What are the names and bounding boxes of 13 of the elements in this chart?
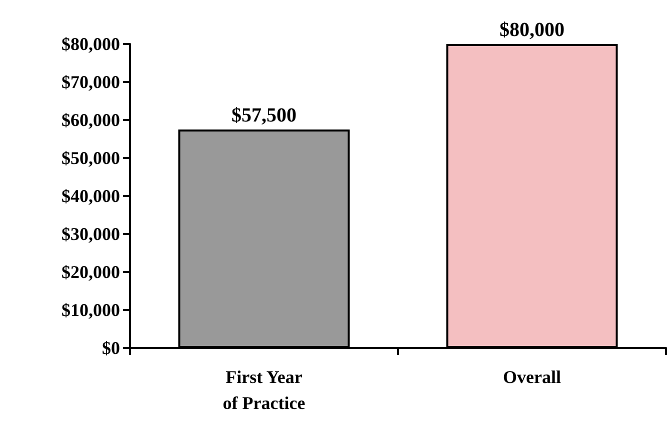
y-tick-label: $10,000 (62, 300, 120, 320)
y-tick-label: $60,000 (62, 110, 120, 130)
y-tick-label: $0 (102, 338, 120, 358)
x-tick-label: Overall (503, 367, 561, 387)
y-tick-label: $20,000 (62, 262, 120, 282)
y-tick-label: $80,000 (62, 34, 120, 54)
y-tick-label: $50,000 (62, 148, 120, 168)
y-tick-label: $30,000 (62, 224, 120, 244)
data-label: $80,000 (500, 19, 564, 41)
y-tick-label: $40,000 (62, 186, 120, 206)
data-label: $57,500 (232, 104, 296, 126)
y-tick-label: $70,000 (62, 72, 120, 92)
x-tick-label: First Year of Practice (222, 367, 306, 413)
